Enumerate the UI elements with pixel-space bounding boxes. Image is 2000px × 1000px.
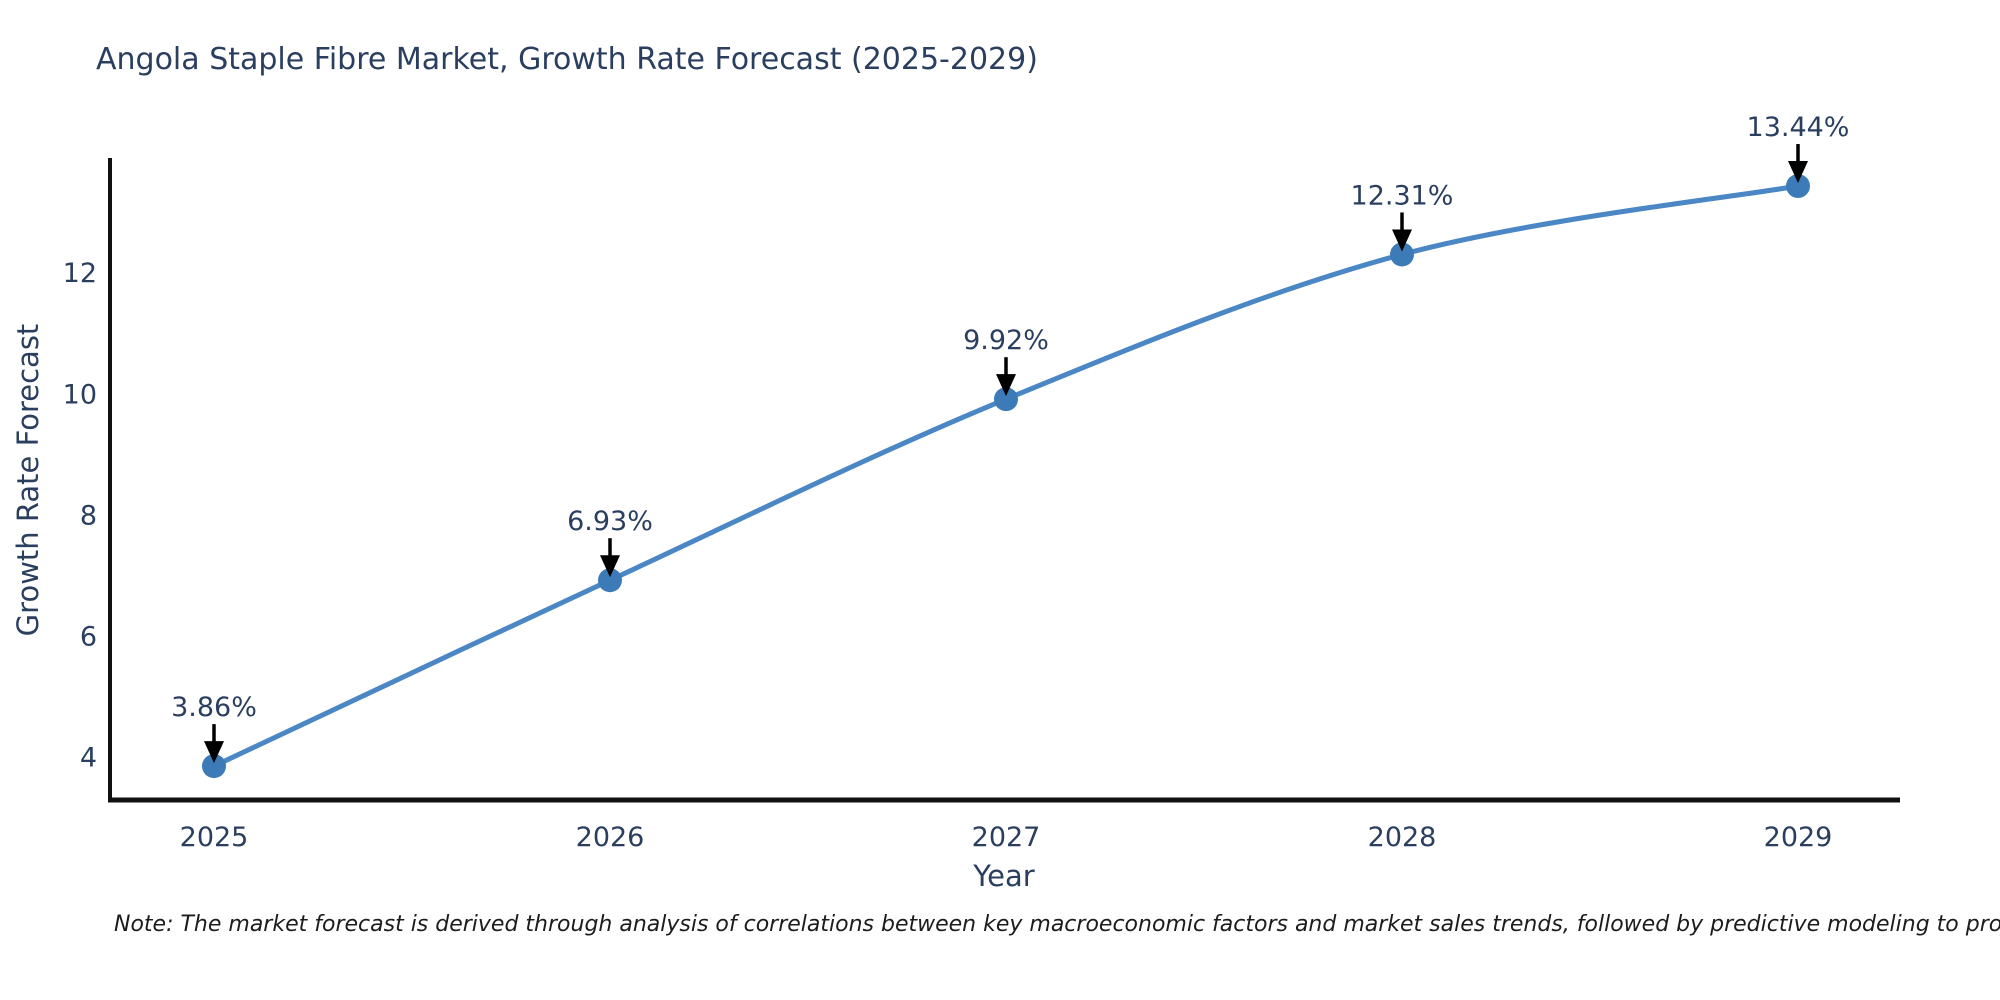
annotation-arrow-head [1788,161,1808,184]
annotation-arrow-head [1392,229,1412,252]
x-tick-label: 2025 [180,822,249,853]
data-point-label: 13.44% [1747,112,1850,143]
y-tick-label: 6 [80,622,97,653]
x-tick-label: 2026 [576,822,645,853]
y-tick-label: 10 [63,379,97,410]
y-tick-label: 12 [63,258,97,289]
trend-line [211,183,1801,769]
x-tick-label: 2027 [972,822,1041,853]
data-point-marker[interactable] [202,754,226,779]
data-point-label: 6.93% [567,506,653,537]
y-tick-label: 8 [80,500,97,531]
y-tick-label: 4 [80,743,97,774]
annotation-arrow-head [204,741,224,764]
data-point-label: 3.86% [171,692,257,723]
chart-title: Angola Staple Fibre Market, Growth Rate … [96,42,1038,77]
data-point-marker[interactable] [1390,242,1414,267]
data-point-label: 12.31% [1351,180,1454,211]
data-point-marker[interactable] [598,568,622,593]
x-tick-label: 2029 [1764,822,1833,853]
data-point-marker[interactable] [994,387,1018,412]
x-axis-title: Year [973,859,1035,893]
x-tick-label: 2028 [1368,822,1437,853]
data-point-label: 9.92% [963,325,1049,356]
annotation-arrow-head [600,555,620,578]
annotation-arrow-head [996,374,1016,397]
data-point-marker[interactable] [1786,174,1810,199]
footnote: Note: The market forecast is derived thr… [114,912,2000,937]
